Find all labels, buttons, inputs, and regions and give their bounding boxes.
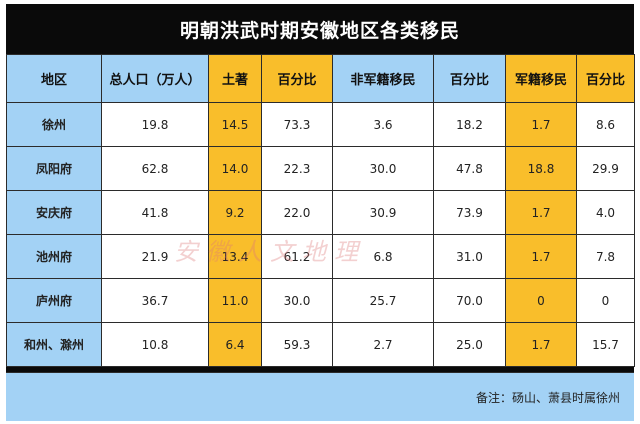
value-cell: 31.0	[433, 234, 506, 279]
region-name-cell: 徐州	[6, 102, 102, 147]
value-cell: 30.0	[332, 146, 434, 191]
value-cell: 6.8	[332, 234, 434, 279]
table-row: 徐州 19.8 14.5 73.3 3.6 18.2 1.7 8.6	[6, 102, 635, 147]
table-row: 庐州府 36.7 11.0 30.0 25.7 70.0 0 0	[6, 278, 635, 323]
value-cell: 70.0	[433, 278, 506, 323]
column-header: 土著	[208, 54, 262, 103]
value-cell: 25.0	[433, 322, 506, 367]
value-cell: 2.7	[332, 322, 434, 367]
region-name-cell: 凤阳府	[6, 146, 102, 191]
value-cell: 30.0	[261, 278, 333, 323]
value-cell: 59.3	[261, 322, 333, 367]
region-name-cell: 池州府	[6, 234, 102, 279]
value-cell: 73.9	[433, 190, 506, 235]
table-row: 池州府 21.9 13.4 61.2 6.8 31.0 1.7 7.8	[6, 234, 635, 279]
column-header: 非军籍移民	[332, 54, 434, 103]
value-cell: 1.7	[505, 102, 577, 147]
value-cell: 22.0	[261, 190, 333, 235]
value-cell: 0	[505, 278, 577, 323]
value-cell: 0	[576, 278, 635, 323]
value-cell: 14.5	[208, 102, 262, 147]
value-cell: 19.8	[101, 102, 209, 147]
value-cell: 30.9	[332, 190, 434, 235]
value-cell: 11.0	[208, 278, 262, 323]
value-cell: 7.8	[576, 234, 635, 279]
value-cell: 73.3	[261, 102, 333, 147]
value-cell: 18.2	[433, 102, 506, 147]
value-cell: 21.9	[101, 234, 209, 279]
value-cell: 13.4	[208, 234, 262, 279]
value-cell: 47.8	[433, 146, 506, 191]
value-cell: 10.8	[101, 322, 209, 367]
region-name-cell: 安庆府	[6, 190, 102, 235]
table-row: 凤阳府 62.8 14.0 22.3 30.0 47.8 18.8 29.9	[6, 146, 635, 191]
column-header: 百分比	[576, 54, 635, 103]
migration-table: 地区 总人口（万人） 土著 百分比 非军籍移民 百分比 军籍移民 百分比 徐州 19.8 14.5 7…	[6, 54, 635, 367]
value-cell: 25.7	[332, 278, 434, 323]
footnote-text: 备注：砀山、萧县时属徐州	[475, 390, 620, 405]
value-cell: 15.7	[576, 322, 635, 367]
value-cell: 8.6	[576, 102, 635, 147]
table-row: 和州、滁州 10.8 6.4 59.3 2.7 25.0 1.7 15.7	[6, 322, 635, 367]
value-cell: 1.7	[505, 322, 577, 367]
column-header: 军籍移民	[505, 54, 577, 103]
value-cell: 1.7	[505, 190, 577, 235]
table-row: 安庆府 41.8 9.2 22.0 30.9 73.9 1.7 4.0	[6, 190, 635, 235]
table-title: 明朝洪武时期安徽地区各类移民	[6, 4, 634, 54]
value-cell: 62.8	[101, 146, 209, 191]
value-cell: 41.8	[101, 190, 209, 235]
value-cell: 9.2	[208, 190, 262, 235]
value-cell: 61.2	[261, 234, 333, 279]
column-header: 地区	[6, 54, 102, 103]
value-cell: 4.0	[576, 190, 635, 235]
value-cell: 6.4	[208, 322, 262, 367]
header-row: 地区 总人口（万人） 土著 百分比 非军籍移民 百分比 军籍移民 百分比	[6, 54, 635, 103]
column-header: 百分比	[433, 54, 506, 103]
value-cell: 1.7	[505, 234, 577, 279]
value-cell: 3.6	[332, 102, 434, 147]
value-cell: 36.7	[101, 278, 209, 323]
value-cell: 18.8	[505, 146, 577, 191]
column-header: 百分比	[261, 54, 333, 103]
footnote-bar: 备注：砀山、萧县时属徐州	[6, 372, 634, 421]
table-panel: 明朝洪武时期安徽地区各类移民 地区 总人口（万人） 土著 百分比 非军籍移民 百分比 军籍移…	[6, 4, 635, 421]
region-name-cell: 和州、滁州	[6, 322, 102, 367]
region-name-cell: 庐州府	[6, 278, 102, 323]
value-cell: 29.9	[576, 146, 635, 191]
value-cell: 14.0	[208, 146, 262, 191]
value-cell: 22.3	[261, 146, 333, 191]
column-header: 总人口（万人）	[101, 54, 209, 103]
